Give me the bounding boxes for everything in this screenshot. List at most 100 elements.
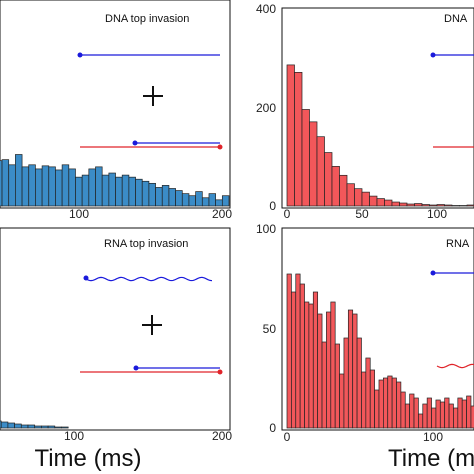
histogram-bar (404, 403, 410, 429)
histogram-bar (421, 204, 430, 207)
x-axis-label: Time (ms) (34, 445, 141, 472)
histogram-bar (429, 204, 438, 207)
strand-end-dot (133, 365, 139, 371)
histogram-bar (399, 202, 408, 207)
histogram-bar (95, 166, 103, 207)
histogram-bar (387, 375, 393, 429)
histogram-bar (295, 273, 301, 429)
histogram-bar (308, 303, 314, 429)
histogram-bar (141, 180, 150, 207)
histogram-bar (294, 71, 303, 207)
histogram-bar (68, 168, 76, 207)
strand-end-dot (217, 369, 223, 375)
panel-title: DNA top invasion (105, 13, 189, 25)
histogram-bar (101, 174, 110, 207)
bottom-strand-wavy (436, 363, 474, 369)
histogram-bar (466, 395, 472, 429)
histogram-bar (369, 369, 375, 429)
histogram-bar (406, 203, 415, 207)
histogram-bar (309, 121, 318, 207)
histogram-bar (391, 377, 397, 429)
histogram-bar (466, 204, 474, 207)
strand-invasion-schematic (80, 275, 223, 375)
histogram-bar (54, 426, 62, 429)
x-axis-label: Time (ms) (388, 445, 474, 472)
histogram-bar (175, 190, 183, 207)
histogram-bar (291, 291, 297, 429)
strand-end-dot (217, 144, 223, 150)
bar-group (0, 420, 69, 429)
histogram-bar (161, 185, 170, 207)
histogram-bar (330, 301, 336, 429)
histogram-bar (453, 407, 459, 429)
histogram-bar (346, 183, 355, 207)
panel-dna-top-invasion: DNA top invasion 100 200 (0, 0, 232, 221)
plot-frame (0, 0, 231, 209)
histogram-bar (47, 425, 56, 429)
histogram-bar (317, 313, 323, 429)
histogram-bar (181, 193, 190, 207)
histogram-bar (41, 165, 50, 207)
histogram-bar (324, 152, 333, 207)
histogram-bar (409, 393, 415, 429)
histogram-bar (378, 379, 384, 429)
histogram-bar (88, 168, 96, 207)
x-tick-label: 100 (69, 207, 89, 221)
panel-title: RNA (446, 238, 470, 250)
histogram-bar (365, 357, 371, 429)
plot-frame (281, 227, 474, 431)
histogram-bar (400, 391, 406, 429)
histogram-bar (361, 191, 370, 207)
histogram-bar (436, 204, 445, 207)
histogram-bar (299, 283, 305, 429)
bar-group (286, 273, 474, 429)
histogram-bar (444, 204, 453, 207)
histogram-bar (135, 178, 143, 207)
histogram-bar (34, 425, 42, 429)
histogram-bar (28, 164, 36, 207)
histogram-bar (422, 403, 428, 429)
histogram-bar (301, 109, 310, 207)
histogram-bar (426, 397, 432, 429)
x-tick-label: 200 (212, 207, 232, 221)
strand-end-dot (77, 52, 83, 58)
y-tick-label: 100 (256, 222, 276, 236)
histogram-bar (431, 407, 437, 429)
strand-invasion-schematic (430, 270, 474, 369)
histogram-bar (369, 195, 378, 207)
histogram-bar (201, 197, 210, 207)
histogram-bar (286, 273, 292, 429)
histogram-bar (321, 341, 327, 429)
histogram-bar (439, 401, 446, 429)
histogram-bar (155, 187, 163, 207)
histogram-bar (108, 172, 116, 207)
histogram-bar (343, 337, 349, 429)
bar-group (0, 154, 230, 207)
histogram-bar (1, 159, 10, 207)
histogram-bar (457, 397, 463, 429)
histogram-bar (470, 405, 474, 429)
histogram-bar (352, 313, 358, 429)
strand-invasion-schematic (77, 52, 223, 150)
strand-end-dot (430, 52, 436, 58)
histogram-bar (444, 397, 450, 429)
histogram-bar (35, 168, 43, 207)
histogram-bar (20, 424, 29, 429)
y-tick-label: 0 (269, 421, 276, 435)
histogram-bar (286, 64, 295, 207)
x-tick-label: 0 (284, 207, 291, 221)
histogram-bar (361, 371, 367, 429)
histogram-bar (435, 399, 441, 429)
histogram-bar (121, 174, 130, 207)
histogram-bar (391, 201, 400, 207)
x-tick-label: 100 (423, 430, 443, 444)
histogram-bar (0, 421, 9, 429)
histogram-bar (384, 199, 393, 207)
histogram-bar (326, 311, 332, 429)
histogram-bar (195, 191, 203, 207)
histogram-bar (354, 188, 363, 207)
histogram-bar (15, 154, 23, 207)
panel-rna-top-invasion: RNA top invasion 100 200 Time (ms) (0, 227, 232, 472)
histogram-bar (331, 166, 340, 207)
